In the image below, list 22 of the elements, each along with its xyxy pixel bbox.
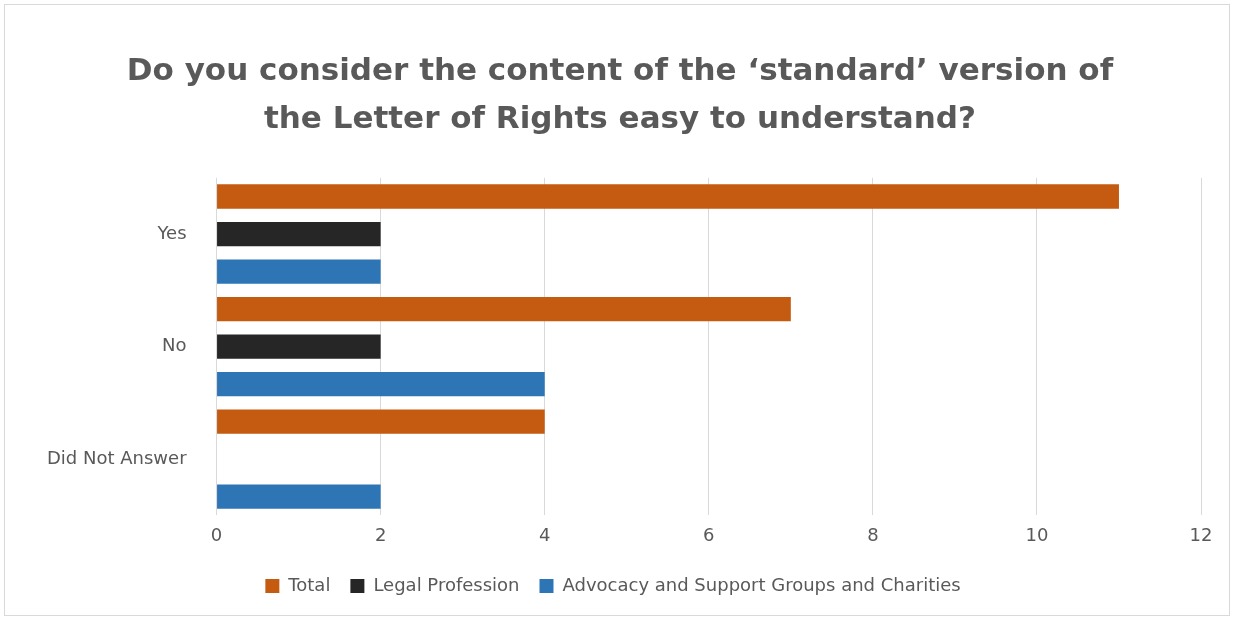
bar: [217, 334, 381, 359]
chart-title: Do you consider the content of the ‘standard’ version of the Letter of Rights easy to understand?: [125, 50, 1115, 137]
bar: [217, 484, 381, 509]
bar: [217, 296, 791, 322]
legend-label: Advocacy and Support Groups and Charities: [562, 573, 961, 595]
y-tick-label: Did Not Answer: [47, 446, 188, 468]
bar: [217, 184, 1119, 209]
bar: [217, 259, 381, 284]
x-tick-label: 8: [867, 523, 879, 545]
x-tick-label: 0: [210, 523, 223, 545]
x-tick-label: 4: [538, 523, 551, 545]
y-tick-label: Yes: [156, 221, 187, 243]
bar: [217, 371, 545, 397]
bar: [217, 409, 545, 434]
x-tick-label: 10: [1025, 523, 1049, 545]
x-tick-label: 6: [703, 523, 715, 545]
legend-label: Legal Profession: [373, 573, 520, 595]
x-tick-label: 2: [374, 523, 387, 545]
y-tick-label: No: [162, 334, 187, 356]
legend-label: Total: [287, 573, 331, 595]
x-tick-label: 12: [1189, 523, 1213, 545]
bar: [217, 221, 381, 247]
